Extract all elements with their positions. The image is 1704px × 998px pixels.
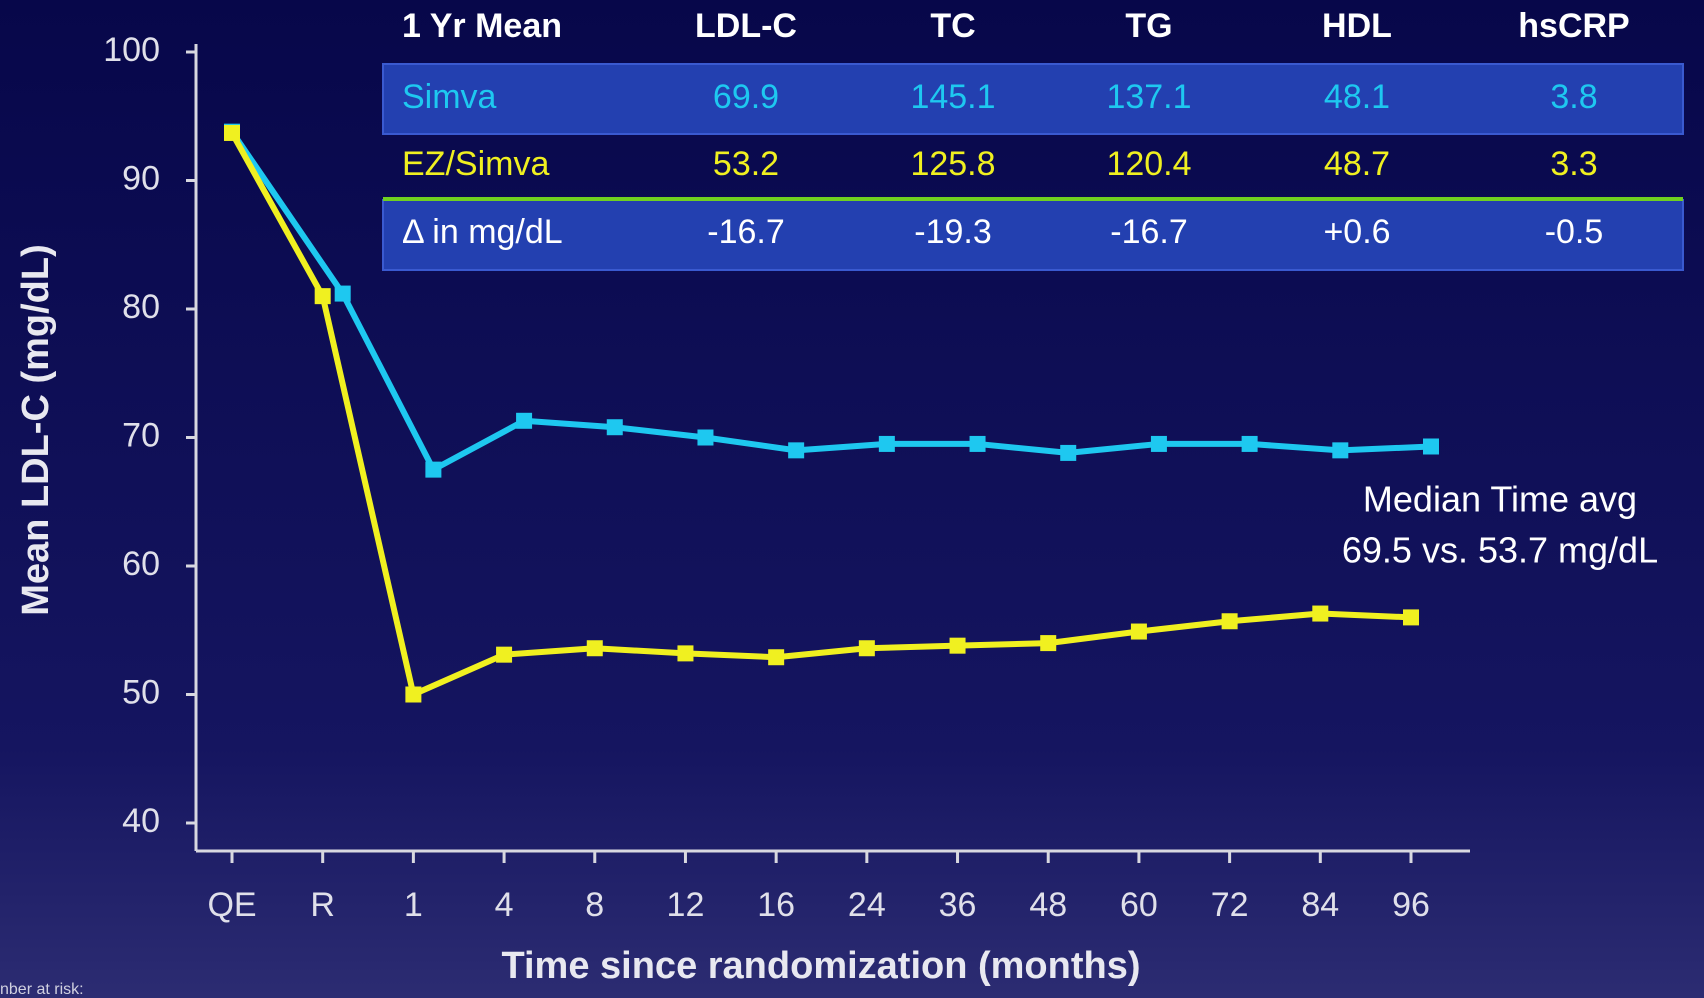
table-cell: -0.5 <box>1545 213 1604 251</box>
table-header: HDL <box>1322 7 1392 45</box>
marker <box>1130 623 1147 640</box>
marker <box>697 429 714 446</box>
table-cell: 137.1 <box>1106 78 1191 116</box>
table-cell: 53.2 <box>713 145 779 183</box>
marker <box>586 640 603 657</box>
table-cell: 145.1 <box>910 78 995 116</box>
annotation: 69.5 vs. 53.7 mg/dL <box>1342 530 1658 571</box>
x-tick-label: 60 <box>1120 886 1158 924</box>
footnote: nber at risk: <box>0 981 84 998</box>
y-tick-label: 90 <box>122 159 160 197</box>
x-tick-label: 36 <box>939 886 977 924</box>
marker <box>858 640 875 657</box>
table-cell: 125.8 <box>910 145 995 183</box>
x-tick-label: 96 <box>1392 886 1430 924</box>
table-header: LDL-C <box>695 7 797 45</box>
y-axis-label: Mean LDL-C (mg/dL) <box>15 244 57 616</box>
marker <box>1150 435 1167 452</box>
x-axis-label: Time since randomization (months) <box>501 945 1140 987</box>
table-row-bg <box>382 63 1684 135</box>
marker <box>788 442 805 459</box>
table-cell: 48.7 <box>1324 145 1390 183</box>
x-tick-label: 8 <box>585 886 604 924</box>
marker <box>677 645 694 662</box>
table-cell: -16.7 <box>707 213 785 251</box>
y-tick-label: 100 <box>103 31 160 69</box>
marker <box>496 646 513 663</box>
table-cell: Simva <box>402 78 497 116</box>
marker <box>314 288 331 305</box>
marker <box>1332 442 1349 459</box>
series-line <box>229 131 1412 698</box>
table-cell: Δ in mg/dL <box>402 213 563 251</box>
table-cell: 69.9 <box>713 78 779 116</box>
marker <box>1241 435 1258 452</box>
x-tick-label: R <box>310 886 335 924</box>
marker <box>949 637 966 654</box>
x-tick-label: 84 <box>1301 886 1339 924</box>
marker <box>969 435 986 452</box>
x-tick-label: 48 <box>1029 886 1067 924</box>
table-header: TG <box>1125 7 1172 45</box>
x-tick-label: 24 <box>848 886 886 924</box>
table-header: 1 Yr Mean <box>402 7 562 45</box>
marker <box>1060 444 1077 461</box>
table-row-bg <box>382 199 1684 271</box>
table-cell: 48.1 <box>1324 78 1390 116</box>
marker <box>1221 613 1238 630</box>
marker <box>224 124 240 141</box>
y-tick-label: 70 <box>122 416 160 454</box>
x-tick-label: 4 <box>495 886 514 924</box>
x-tick-label: 1 <box>404 886 423 924</box>
marker <box>878 435 895 452</box>
table-header: hsCRP <box>1518 7 1629 45</box>
marker <box>1423 438 1439 455</box>
x-tick-label: 16 <box>757 886 795 924</box>
table-header: TC <box>930 7 975 45</box>
table-cell: 120.4 <box>1106 145 1191 183</box>
table-cell: -16.7 <box>1110 213 1188 251</box>
x-tick-label: 12 <box>667 886 705 924</box>
marker <box>606 419 623 436</box>
table-cell: 3.8 <box>1550 78 1597 116</box>
table-cell: EZ/Simva <box>402 145 549 183</box>
marker <box>425 461 442 478</box>
series-line <box>229 129 1432 473</box>
marker <box>1312 605 1329 622</box>
marker <box>1403 609 1419 626</box>
marker <box>1040 635 1057 652</box>
table-cell: +0.6 <box>1323 213 1390 251</box>
table-cell: -19.3 <box>914 213 992 251</box>
marker <box>516 412 533 429</box>
table-cell: 3.3 <box>1550 145 1597 183</box>
x-tick-label: QE <box>207 886 256 924</box>
y-tick-label: 60 <box>122 545 160 583</box>
marker <box>768 649 785 666</box>
y-tick-label: 80 <box>122 288 160 326</box>
annotation: Median Time avg <box>1363 479 1637 520</box>
y-tick-label: 40 <box>122 802 160 840</box>
marker <box>405 686 422 703</box>
marker <box>334 285 351 302</box>
x-tick-label: 72 <box>1211 886 1249 924</box>
y-tick-label: 50 <box>122 673 160 711</box>
